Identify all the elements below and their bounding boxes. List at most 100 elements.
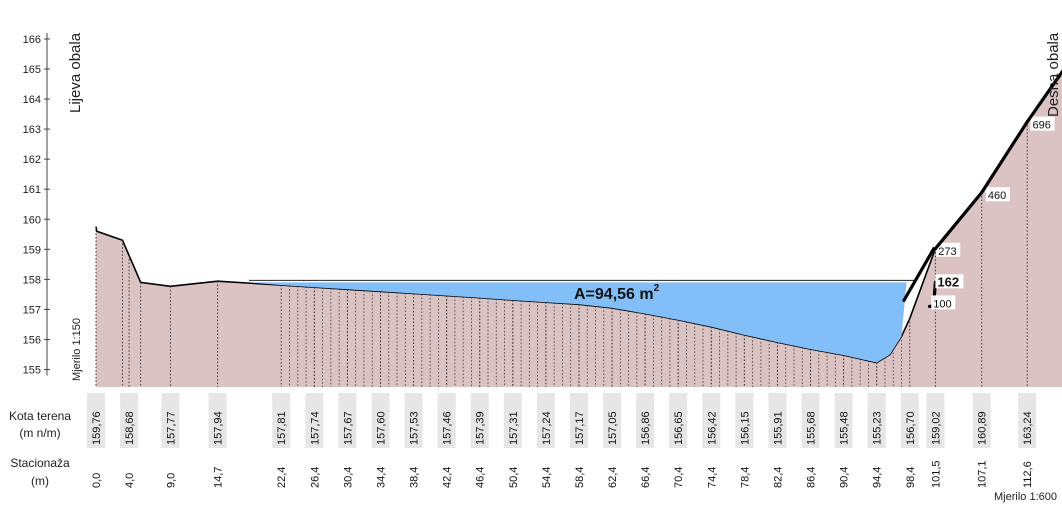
station-value: 82,4 [772, 467, 784, 488]
segment-label-box [1030, 116, 1055, 131]
segment-label-box [935, 274, 964, 289]
station-value: 34,4 [375, 467, 387, 488]
station-value: 74,4 [706, 467, 718, 488]
segment-label: 696 [1033, 120, 1051, 132]
station-value: 112,6 [1022, 461, 1034, 488]
y-tick-label: 157 [23, 304, 41, 316]
y-tick-label: 160 [23, 214, 41, 226]
station-value: 22,4 [276, 467, 288, 488]
elevation-value: 157,74 [309, 411, 321, 445]
station-value: 4,0 [124, 473, 136, 488]
elevation-cell [371, 393, 390, 448]
water-area [249, 282, 907, 363]
station-value: 107,1 [977, 460, 989, 488]
elevation-cell [926, 393, 945, 448]
elevation-cell [1018, 393, 1037, 448]
data-table: 159,76 0,0 158,68 4,0 157,77 9,0 157,94 14,7 157… [87, 393, 1037, 488]
y-tick-label: 163 [23, 124, 41, 136]
elevation-cell [161, 393, 180, 448]
bank-segment [933, 190, 984, 251]
elevation-value: 156,15 [739, 411, 751, 445]
elevation-value: 155,48 [839, 411, 851, 445]
station-value: 42,4 [442, 467, 454, 488]
elevation-cell [834, 393, 853, 448]
row-label-kota-line2: (m n/m) [19, 426, 60, 440]
station-value: 46,4 [475, 467, 487, 488]
y-tick-label: 156 [23, 334, 41, 346]
elevation-cell [603, 393, 622, 448]
station-value: 58,4 [574, 467, 586, 488]
station-value: 78,4 [739, 467, 751, 488]
elevation-value: 157,31 [508, 411, 520, 445]
bank-segment [1025, 69, 1062, 124]
y-tick-label: 166 [23, 34, 41, 46]
segment-label: 162 [937, 274, 959, 289]
y-tick-label: 159 [23, 244, 41, 256]
area-label: A=94,56 m2 [574, 283, 660, 303]
station-value: 38,4 [409, 467, 421, 488]
elevation-value: 157,67 [342, 411, 354, 445]
station-value: 70,4 [673, 467, 685, 488]
station-value: 94,4 [872, 467, 884, 488]
station-value: 30,4 [342, 467, 354, 488]
station-value: 9,0 [165, 473, 177, 488]
station-value: 98,4 [905, 467, 917, 488]
row-label-stac-line2: (m) [31, 474, 49, 488]
elevation-value: 156,86 [640, 411, 652, 445]
elevation-value: 155,91 [772, 411, 784, 445]
right-bank-label: Desna obala [1045, 32, 1062, 117]
elevation-cell [768, 393, 787, 448]
elevation-value: 159,76 [91, 411, 103, 445]
bank-segment [980, 120, 1029, 195]
vertical-scale-label: Mjerilo 1:150 [71, 318, 83, 381]
elevation-cell [272, 393, 291, 448]
elevation-value: 157,39 [475, 411, 487, 445]
area-label-sup: 2 [654, 283, 660, 294]
elevation-value: 156,42 [706, 411, 718, 445]
elevation-value: 157,46 [442, 411, 454, 445]
elevation-value: 157,81 [276, 411, 288, 445]
elevation-cell [305, 393, 324, 448]
elevation-cell [972, 393, 991, 448]
station-value: 0,0 [91, 473, 103, 488]
station-value: 54,4 [541, 467, 553, 488]
station-value: 26,4 [309, 467, 321, 488]
elevation-value: 157,94 [213, 411, 225, 445]
elevation-cell [404, 393, 423, 448]
elevation-value: 163,24 [1022, 411, 1034, 445]
station-value: 86,4 [806, 467, 818, 488]
segment-label: 273 [938, 246, 956, 258]
horizontal-scale-label: Mjerilo 1:600 [994, 491, 1057, 503]
row-label-kota-line1: Kota terena [9, 409, 71, 423]
elevation-value: 155,68 [806, 411, 818, 445]
y-tick-label: 155 [23, 365, 41, 377]
elevation-cell [87, 393, 105, 448]
elevation-cell [503, 393, 522, 448]
left-bank-label: Lijeva obala [67, 32, 84, 113]
station-value: 62,4 [607, 467, 619, 488]
station-drop-lines [95, 121, 1028, 387]
station-value: 101,5 [930, 460, 942, 488]
elevation-cell [900, 393, 919, 448]
segment-label: 460 [988, 190, 1006, 202]
elevation-value: 155,23 [872, 411, 884, 445]
y-tick-label: 162 [23, 154, 41, 166]
elevation-cell [801, 393, 820, 448]
station-value: 14,7 [213, 467, 225, 488]
elevation-cell [636, 393, 655, 448]
elevation-value: 156,65 [673, 411, 685, 445]
elevation-cell [208, 393, 227, 448]
water-layer [248, 279, 915, 363]
station-value: 50,4 [508, 467, 520, 488]
y-axis: 155 156 157 158 159 160 161 162 163 164 165 166 [23, 32, 50, 377]
row-label-stac-line1: Stacionaža [10, 456, 70, 470]
elevation-value: 157,60 [375, 411, 387, 445]
elevation-cell [120, 393, 139, 448]
bank-segments: 273162100460696955 [902, 35, 1062, 310]
elevation-value: 160,89 [977, 411, 989, 445]
elevation-cell [569, 393, 588, 448]
y-tick-label: 165 [23, 64, 41, 76]
segment-label-box [985, 187, 1010, 202]
elevation-value: 159,02 [930, 411, 942, 445]
